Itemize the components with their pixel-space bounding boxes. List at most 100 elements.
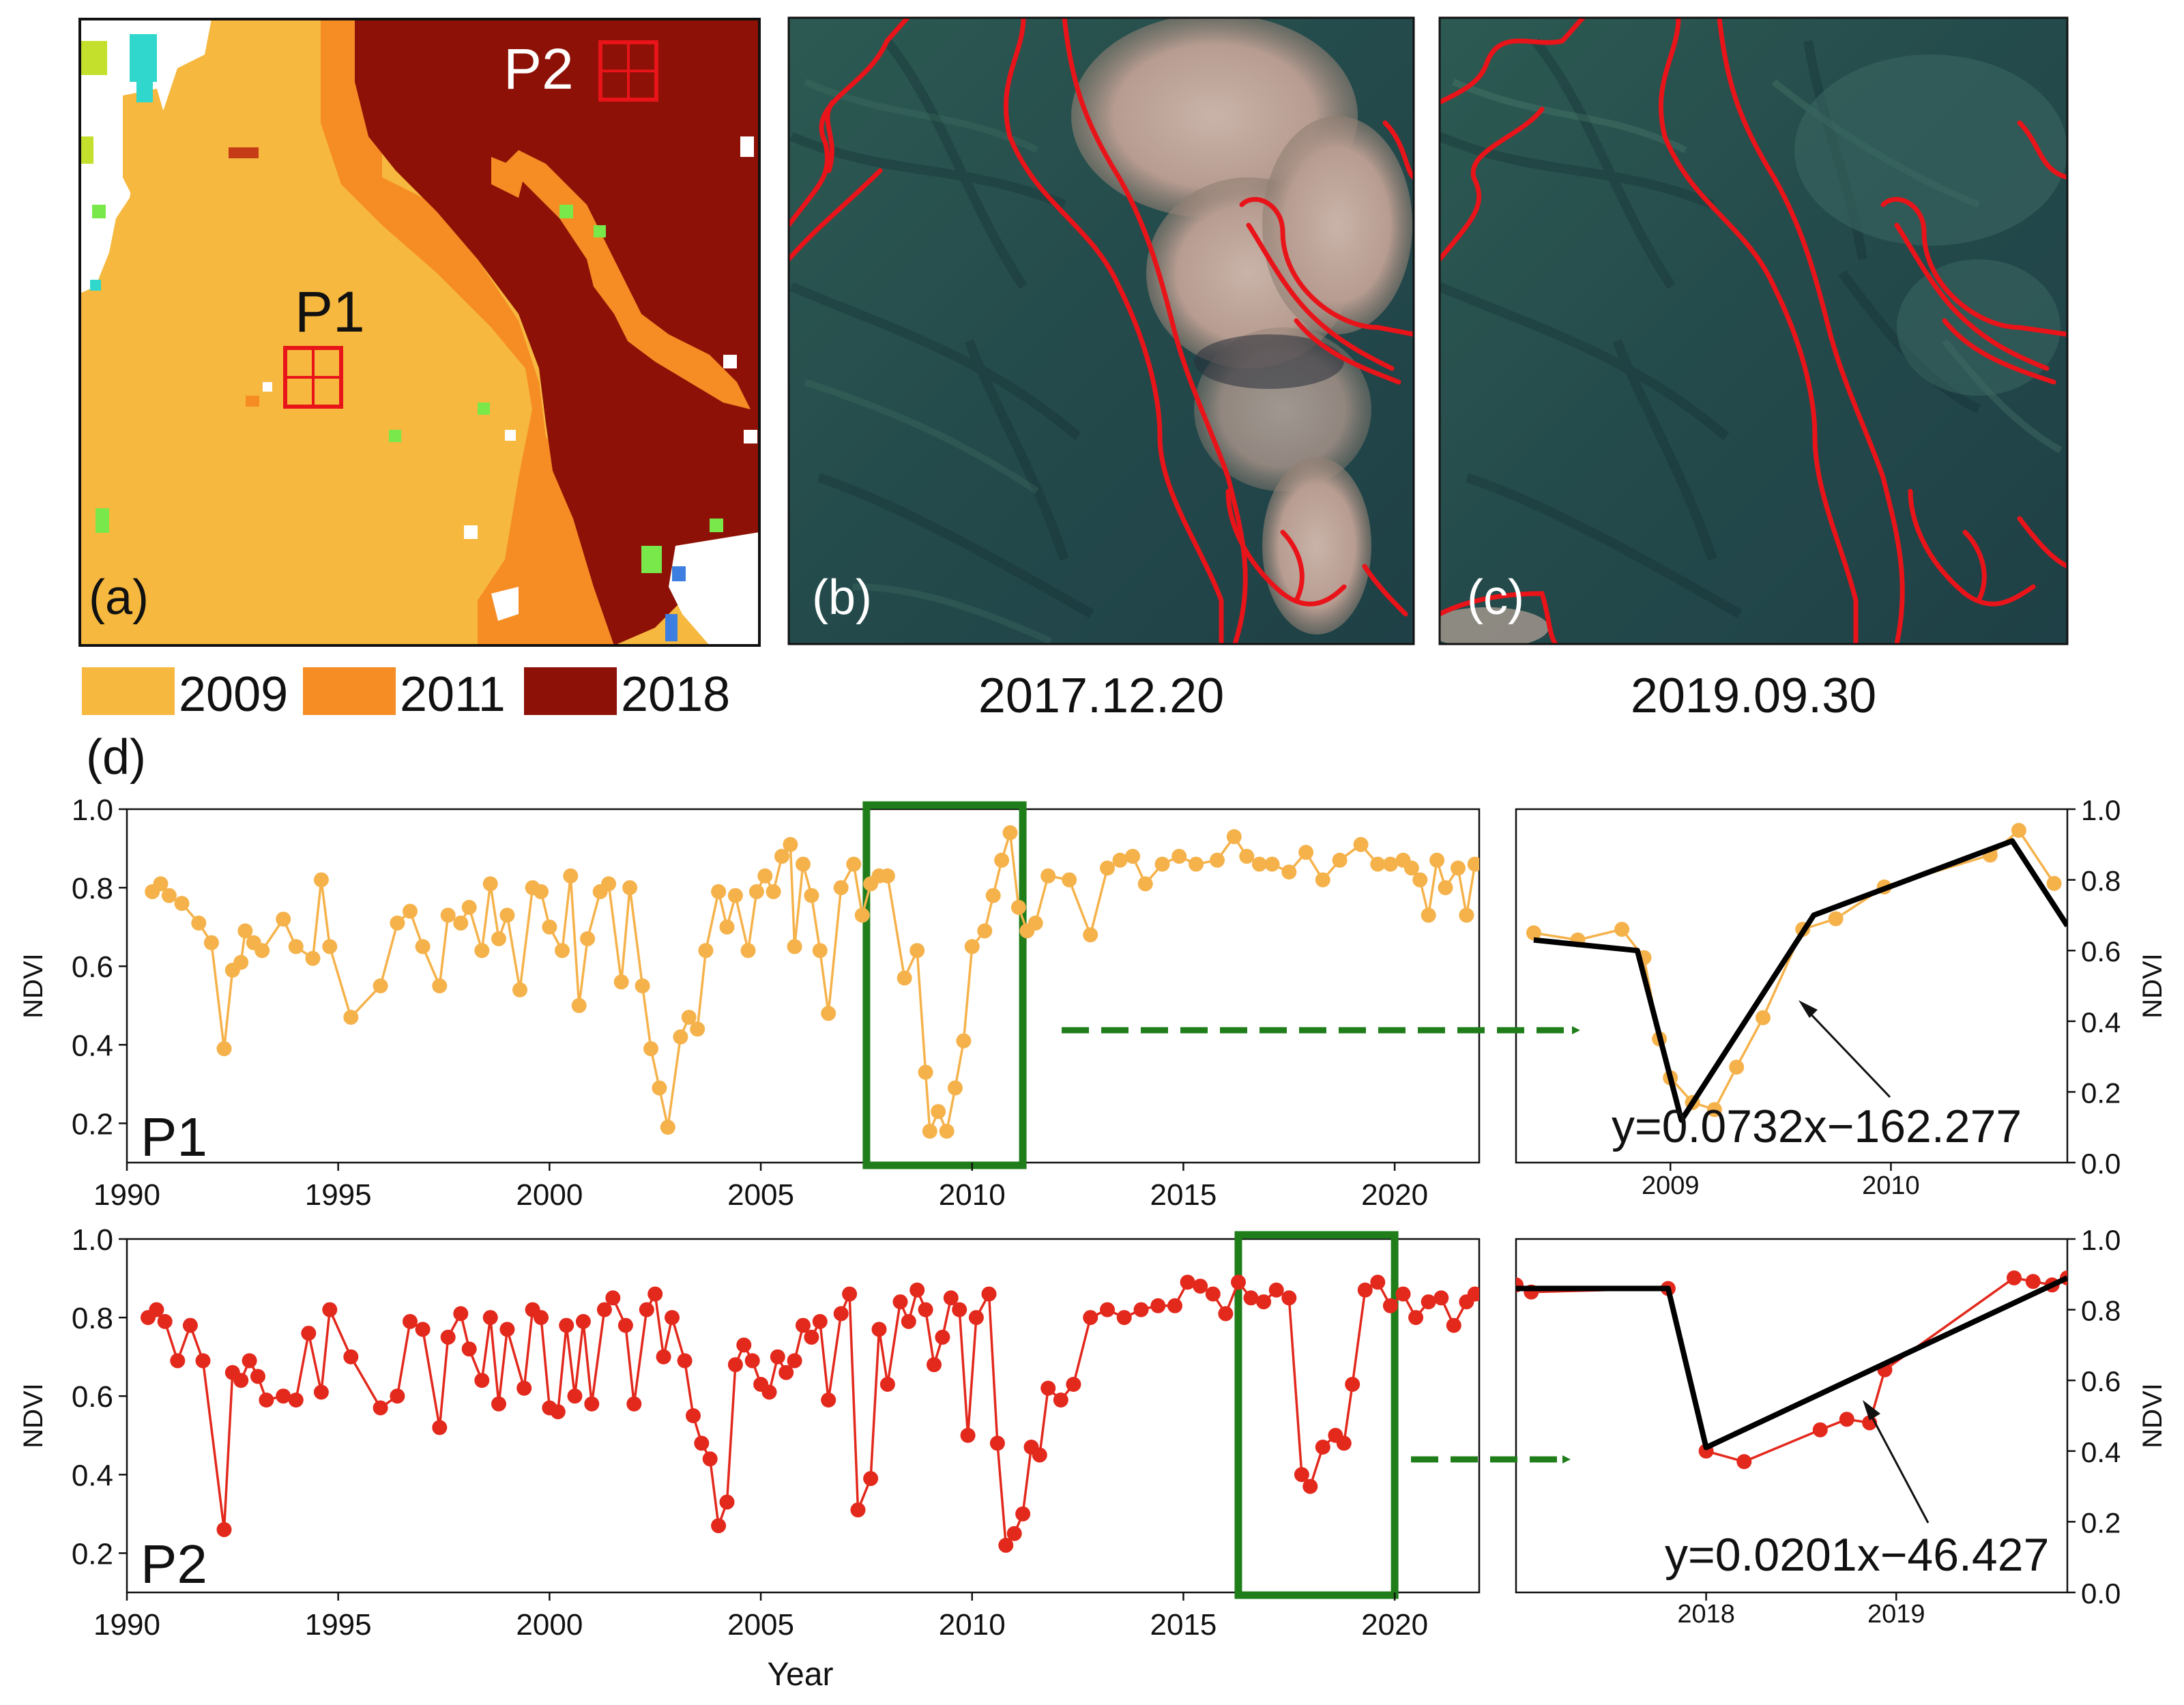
data-point: [1357, 1282, 1373, 1298]
y-tick-label: 1.0: [72, 793, 113, 827]
p2-marker: [598, 40, 658, 102]
data-point: [1100, 860, 1115, 876]
green-pixel: [96, 508, 109, 533]
x-tick-label: 2009: [1642, 1171, 1700, 1200]
data-point: [1125, 849, 1141, 864]
boundary-line: [789, 18, 910, 228]
y-axis-label: NDVI: [18, 953, 48, 1019]
data-point: [892, 1294, 908, 1310]
nodata-patch-tl: [80, 19, 212, 293]
data-point: [1062, 872, 1077, 888]
data-point: [313, 872, 329, 888]
data-point: [960, 1427, 976, 1443]
x-tick-label: 2015: [1150, 1178, 1217, 1212]
white-pixel: [740, 136, 754, 157]
data-point: [288, 1393, 304, 1408]
data-point: [161, 888, 177, 903]
data-point: [1412, 872, 1428, 888]
data-point: [1154, 856, 1170, 872]
data-point: [343, 1349, 359, 1365]
panel-c-satellite: (c): [1440, 18, 2067, 644]
data-point: [453, 1306, 469, 1322]
yellowgreen-pixel: [80, 136, 93, 164]
panel-b-satellite: (b): [789, 18, 1414, 644]
y-tick-label: 0.0: [2081, 1577, 2121, 1609]
data-point: [432, 978, 448, 993]
data-point: [559, 1317, 574, 1333]
data-point: [157, 1313, 173, 1329]
boundary-line: [1440, 18, 1586, 105]
y-tick-label: 0.2: [2081, 1506, 2121, 1539]
fit-equation: y=0.0201x−46.427: [1665, 1529, 2049, 1581]
data-point: [1167, 1298, 1182, 1313]
cyan-pixel: [90, 280, 101, 291]
data-point: [1421, 907, 1436, 923]
data-point: [757, 868, 773, 884]
y-tick-label: 0.6: [72, 1380, 113, 1414]
class-2018-region: [355, 19, 759, 645]
darkorange-pixel: [229, 147, 259, 158]
bare-area: [1440, 607, 1549, 644]
data-point: [534, 1310, 549, 1326]
data-point: [968, 1310, 984, 1326]
chart-p1-zoom: 0.0 0.2 0.4 0.6 0.8 1.0 NDVI 2009 2010 y=0.0732x−…: [1515, 794, 2168, 1200]
data-point: [1281, 864, 1297, 880]
data-point: [783, 836, 798, 852]
x-tick-label: 2018: [1677, 1600, 1735, 1629]
data-point: [276, 912, 291, 927]
boundary-line: [1382, 120, 1414, 180]
boundary-line: [1440, 591, 1558, 644]
data-point: [1053, 1393, 1068, 1408]
data-point: [727, 1357, 743, 1373]
data-point: [1459, 907, 1474, 923]
x-tick-label: 1990: [93, 1608, 160, 1642]
data-point: [601, 876, 617, 892]
green-pixel: [710, 519, 723, 532]
boundary-line: [1003, 18, 1224, 644]
data-point: [964, 939, 980, 954]
data-point: [977, 923, 993, 939]
data-point: [250, 1369, 265, 1384]
equation-arrow-head: [1799, 1000, 1818, 1018]
plot-frame: [1515, 1238, 2069, 1594]
data-point: [1239, 849, 1255, 864]
data-point: [259, 1393, 274, 1408]
data-point: [842, 1286, 858, 1302]
data-point: [796, 1317, 811, 1333]
data-point: [656, 1349, 671, 1365]
data-point: [440, 1329, 456, 1345]
data-point: [534, 884, 549, 899]
data-point: [203, 935, 219, 950]
data-point: [677, 1353, 693, 1369]
data-point: [854, 907, 870, 923]
data-point: [1408, 1310, 1424, 1326]
p1-marker: [283, 346, 343, 409]
data-point: [233, 954, 249, 970]
data-point: [1526, 925, 1541, 941]
y-axis-label: NDVI: [2138, 953, 2168, 1019]
data-point: [833, 880, 849, 896]
data-point: [440, 907, 456, 923]
data-point: [821, 1006, 836, 1021]
data-point: [571, 997, 587, 1013]
data-point: [989, 1436, 1005, 1451]
panel-a-frame: [78, 18, 761, 647]
plot-frame: [1515, 808, 2069, 1164]
series-point-label: P2: [141, 1534, 207, 1594]
data-point: [550, 1404, 566, 1420]
class-2011-patch: [491, 157, 525, 198]
data-point: [1100, 1302, 1115, 1317]
white-pixel: [744, 430, 757, 443]
boundary-line: [1062, 18, 1248, 644]
p2-label: P2: [504, 37, 574, 101]
nodata-patch-bl: [491, 587, 519, 621]
data-point: [512, 982, 527, 997]
data-point: [719, 1494, 735, 1510]
x-axis-label: Year: [768, 1657, 834, 1693]
data-point: [1040, 1380, 1056, 1396]
data-point: [482, 876, 498, 892]
data-point: [639, 1302, 654, 1317]
data-point: [1015, 1506, 1031, 1521]
class-2011-region: [321, 19, 621, 645]
data-point: [2007, 1270, 2022, 1285]
